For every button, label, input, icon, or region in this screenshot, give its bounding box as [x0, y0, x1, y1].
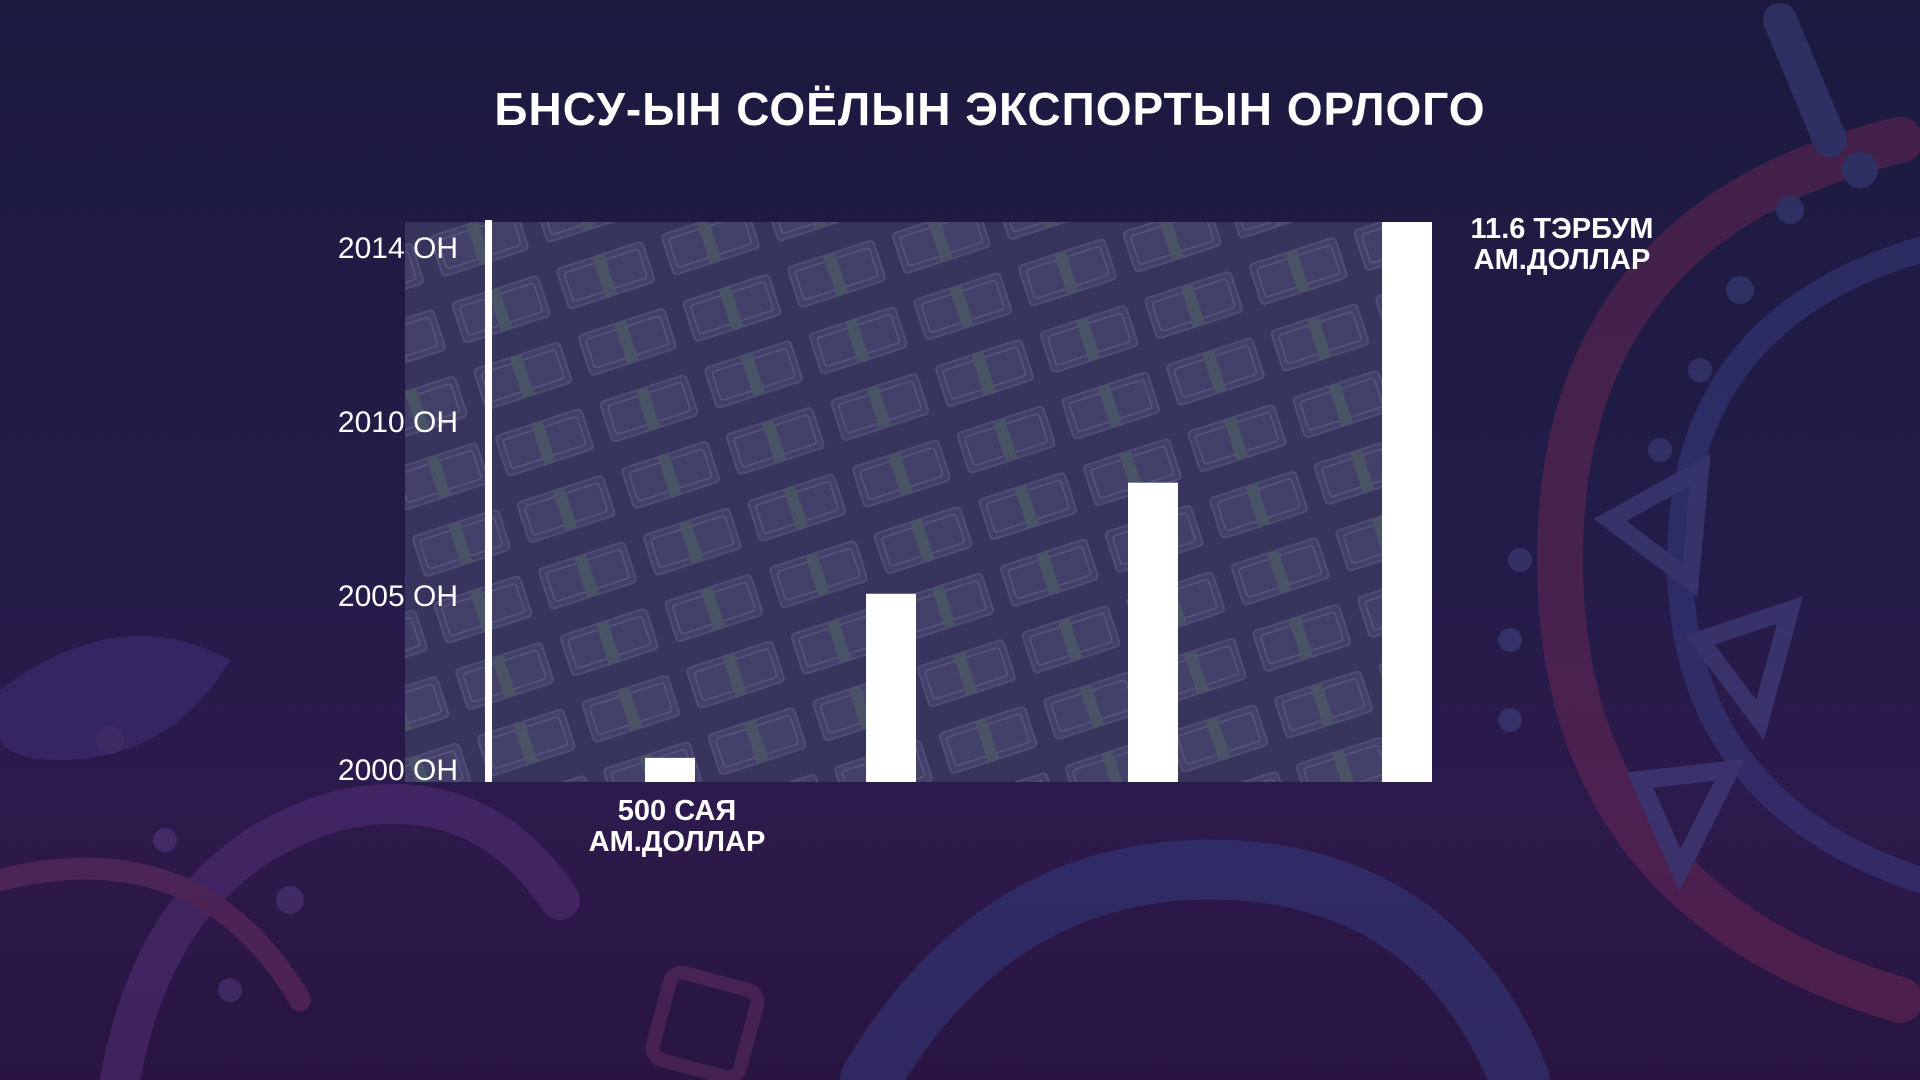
bar [866, 593, 916, 782]
data-label: 11.6 ТЭРБУМ АМ.ДОЛЛАР [1471, 213, 1654, 276]
bar [1382, 222, 1432, 782]
y-tick-label: 2005 ОН [338, 580, 458, 613]
bar [645, 757, 695, 782]
y-tick-label: 2014 ОН [338, 232, 458, 265]
chart-title: БНСУ-ЫН СОЁЛЫН ЭКСПОРТЫН ОРЛОГО [494, 83, 1486, 135]
y-tick-label: 2000 ОН [338, 754, 458, 787]
y-axis-line [485, 220, 492, 782]
data-label: 500 САЯ АМ.ДОЛЛАР [589, 795, 766, 858]
bar [1128, 482, 1178, 782]
y-tick-label: 2010 ОН [338, 406, 458, 439]
